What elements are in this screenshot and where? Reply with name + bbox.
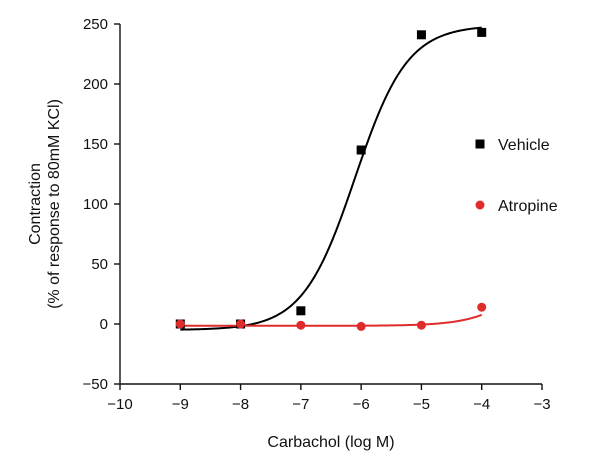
y-tick-label: 200 — [83, 76, 108, 93]
data-point-vehicle — [356, 145, 366, 155]
data-point-vehicle — [477, 27, 487, 37]
y-axis-label-line: (% of response to 80mM KCl) — [46, 99, 63, 309]
x-tick-label: −5 — [413, 396, 430, 413]
data-point-vehicle — [416, 30, 426, 40]
y-axis-label: Contraction (% of response to 80mM KCl) — [27, 99, 63, 309]
y-axis-label-line: Contraction — [27, 163, 44, 245]
y-tick-label: −50 — [83, 376, 108, 393]
data-point-atropine — [296, 320, 306, 330]
x-tick-label: −9 — [172, 396, 189, 413]
fit-curves — [180, 26, 483, 331]
legend-label-vehicle: Vehicle — [498, 137, 550, 154]
data-point-atropine — [356, 321, 366, 331]
axes: −10 −9 −8 −7 −6 −5 −4 −3 −50 0 50 100 150 200 250 — [83, 16, 551, 413]
x-tick-label: −10 — [107, 396, 132, 413]
data-point-atropine — [236, 319, 246, 329]
y-tick-label: 250 — [83, 16, 108, 33]
x-tick-label: −4 — [473, 396, 490, 413]
data-points — [175, 27, 487, 331]
fit-curve-atropine — [180, 313, 483, 327]
legend-marker-vehicle — [475, 139, 485, 149]
legend: Vehicle Atropine — [475, 137, 558, 215]
y-tick-label: 100 — [83, 196, 108, 213]
x-axis-label: Carbachol (log M) — [267, 434, 394, 451]
data-point-vehicle — [296, 306, 306, 316]
x-tick-label: −3 — [533, 396, 550, 413]
x-tick-label: −7 — [292, 396, 309, 413]
y-tick-label: 0 — [100, 316, 108, 333]
x-tick-label: −6 — [353, 396, 370, 413]
y-tick-label: 50 — [91, 256, 108, 273]
legend-marker-atropine — [475, 200, 485, 210]
legend-label-atropine: Atropine — [498, 198, 558, 215]
y-tick-label: 150 — [83, 136, 108, 153]
x-tick-label: −8 — [232, 396, 249, 413]
data-point-atropine — [175, 319, 185, 329]
data-point-atropine — [416, 320, 426, 330]
data-point-atropine — [477, 302, 487, 312]
fit-curve-vehicle — [180, 26, 482, 331]
